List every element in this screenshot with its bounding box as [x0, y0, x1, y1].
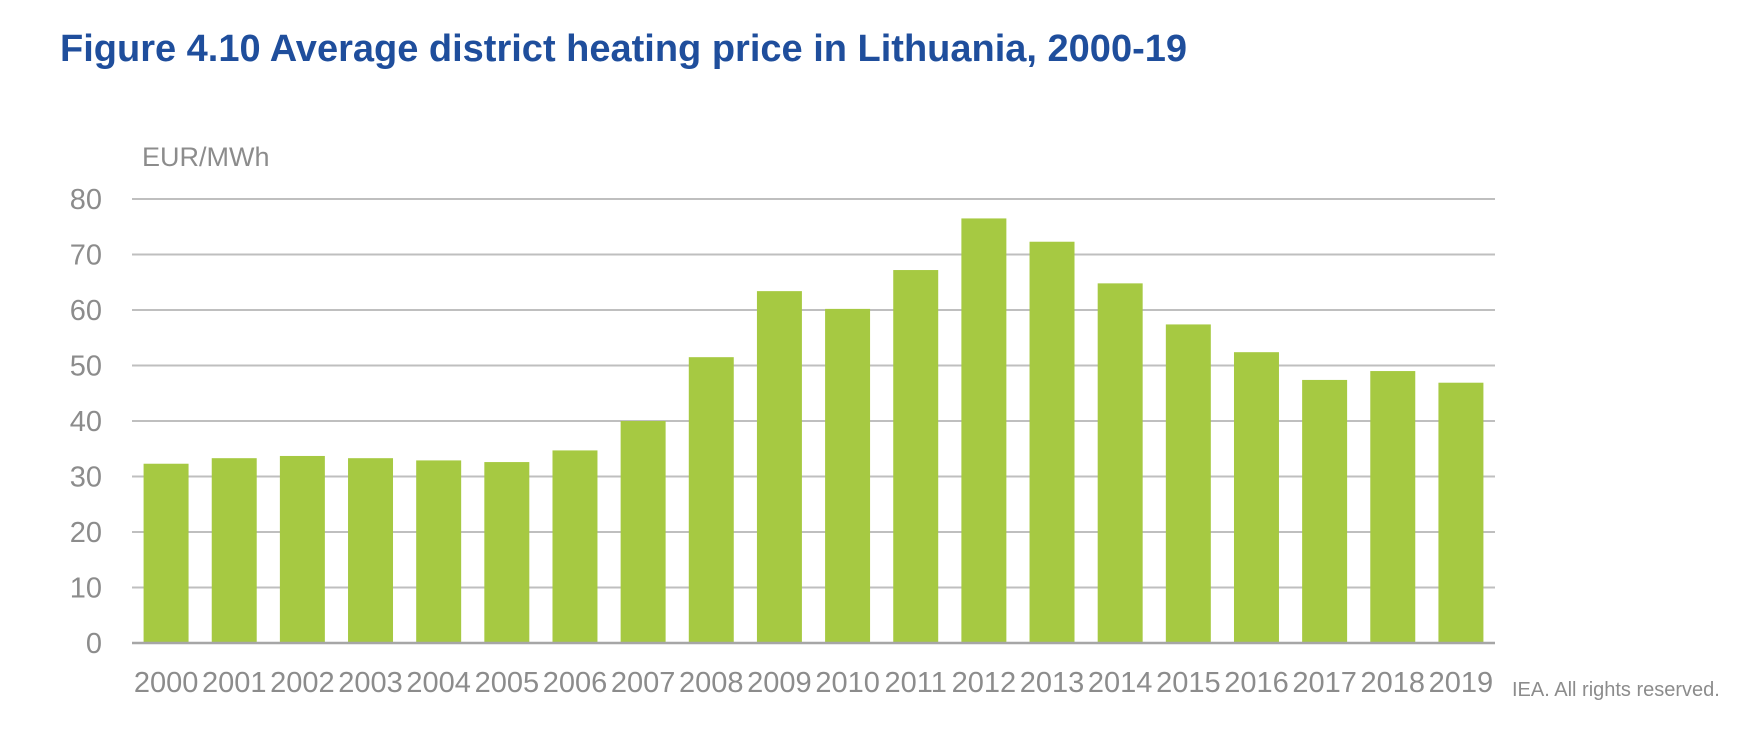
x-tick-label: 2003: [338, 667, 403, 699]
bar-2008: [688, 357, 734, 643]
bar-2016: [1233, 352, 1279, 643]
x-tick-label: 2001: [202, 667, 267, 699]
x-tick-label: 2017: [1292, 667, 1357, 699]
bar-2000: [143, 463, 189, 643]
bar-2011: [893, 270, 939, 643]
x-tick-label: 2019: [1429, 667, 1494, 699]
x-tick-labels: 2000 2001 2002 2003 2004 2005 2006 2007 2008 2009…: [134, 667, 1493, 699]
bar-2017: [1302, 379, 1348, 643]
x-tick-label: 2018: [1361, 667, 1426, 699]
y-tick-label: 60: [70, 295, 102, 327]
bar-2019: [1438, 382, 1484, 643]
bar-2005: [484, 462, 530, 643]
x-tick-label: 2013: [1020, 667, 1085, 699]
x-tick-label: 2010: [815, 667, 880, 699]
bar-2014: [1097, 283, 1143, 643]
y-tick-label: 40: [70, 406, 102, 438]
x-tick-label: 2007: [611, 667, 676, 699]
y-tick-label: 50: [70, 351, 102, 383]
x-tick-label: 2002: [270, 667, 335, 699]
y-tick-label: 10: [70, 573, 102, 605]
bar-2009: [756, 291, 802, 643]
gridlines: [132, 198, 1495, 589]
bar-2006: [552, 450, 598, 643]
bars: [143, 218, 1484, 644]
x-tick-label: 2015: [1156, 667, 1221, 699]
x-tick-label: 2011: [885, 667, 947, 699]
bar-2018: [1370, 371, 1416, 643]
x-tick-label: 2004: [406, 667, 471, 699]
y-tick-label: 80: [70, 184, 102, 216]
bar-2013: [1029, 241, 1075, 644]
credit-text: IEA. All rights reserved.: [1512, 679, 1720, 701]
x-tick-label: 2009: [747, 667, 812, 699]
y-tick-label: 0: [86, 628, 102, 660]
bar-2010: [825, 308, 871, 643]
x-tick-label: 2008: [679, 667, 744, 699]
x-tick-label: 2014: [1088, 667, 1153, 699]
y-tick-label: 70: [70, 240, 102, 272]
bar-2002: [279, 455, 325, 643]
y-axis-unit-label: EUR/MWh: [142, 142, 270, 172]
bar-2004: [416, 460, 462, 643]
y-tick-label: 30: [70, 462, 102, 494]
bar-2007: [620, 421, 666, 643]
bar-2015: [1165, 324, 1211, 643]
y-tick-labels: 0 10 20 30 40 50 60 70 80: [70, 184, 102, 660]
x-tick-label: 2005: [475, 667, 540, 699]
x-tick-label: 2016: [1224, 667, 1289, 699]
y-tick-label: 20: [70, 517, 102, 549]
chart-title: Figure 4.10 Average district heating pri…: [60, 28, 1187, 70]
x-tick-label: 2006: [543, 667, 608, 699]
bar-2001: [211, 458, 257, 643]
bar-2003: [348, 458, 394, 643]
x-tick-label: 2012: [952, 667, 1017, 699]
bar-2012: [961, 218, 1007, 644]
x-tick-label: 2000: [134, 667, 199, 699]
